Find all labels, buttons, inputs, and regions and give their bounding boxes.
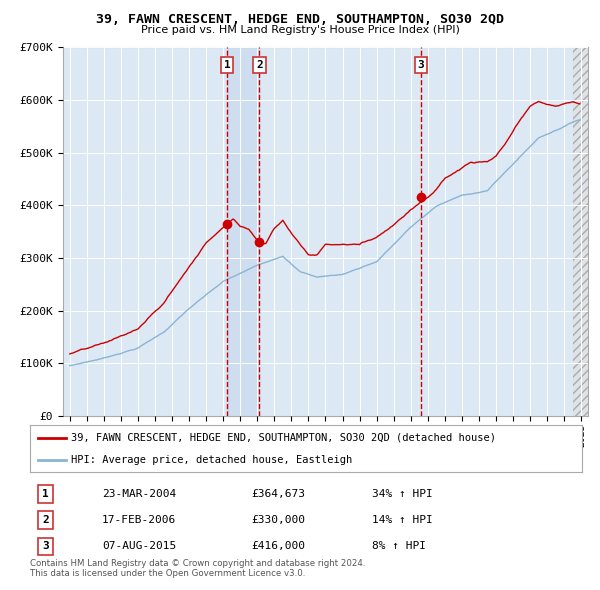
Text: 2: 2 <box>256 60 263 70</box>
Bar <box>227 47 259 416</box>
Text: This data is licensed under the Open Government Licence v3.0.: This data is licensed under the Open Gov… <box>30 569 305 578</box>
Text: Price paid vs. HM Land Registry's House Price Index (HPI): Price paid vs. HM Land Registry's House … <box>140 25 460 35</box>
Text: 39, FAWN CRESCENT, HEDGE END, SOUTHAMPTON, SO30 2QD: 39, FAWN CRESCENT, HEDGE END, SOUTHAMPTO… <box>96 13 504 26</box>
Text: 3: 3 <box>42 542 49 552</box>
Text: 1: 1 <box>42 489 49 499</box>
Text: 39, FAWN CRESCENT, HEDGE END, SOUTHAMPTON, SO30 2QD (detached house): 39, FAWN CRESCENT, HEDGE END, SOUTHAMPTO… <box>71 432 496 442</box>
Text: 3: 3 <box>418 60 424 70</box>
Bar <box>572 47 588 416</box>
Text: 8% ↑ HPI: 8% ↑ HPI <box>372 542 426 552</box>
Text: 34% ↑ HPI: 34% ↑ HPI <box>372 489 433 499</box>
Text: 1: 1 <box>224 60 230 70</box>
Text: Contains HM Land Registry data © Crown copyright and database right 2024.: Contains HM Land Registry data © Crown c… <box>30 559 365 568</box>
Bar <box>572 47 588 416</box>
Text: HPI: Average price, detached house, Eastleigh: HPI: Average price, detached house, East… <box>71 455 353 465</box>
Text: 17-FEB-2006: 17-FEB-2006 <box>102 515 176 525</box>
Text: 14% ↑ HPI: 14% ↑ HPI <box>372 515 433 525</box>
Text: £330,000: £330,000 <box>251 515 305 525</box>
Text: £364,673: £364,673 <box>251 489 305 499</box>
Text: 23-MAR-2004: 23-MAR-2004 <box>102 489 176 499</box>
Text: £416,000: £416,000 <box>251 542 305 552</box>
Text: 2: 2 <box>42 515 49 525</box>
Text: 07-AUG-2015: 07-AUG-2015 <box>102 542 176 552</box>
